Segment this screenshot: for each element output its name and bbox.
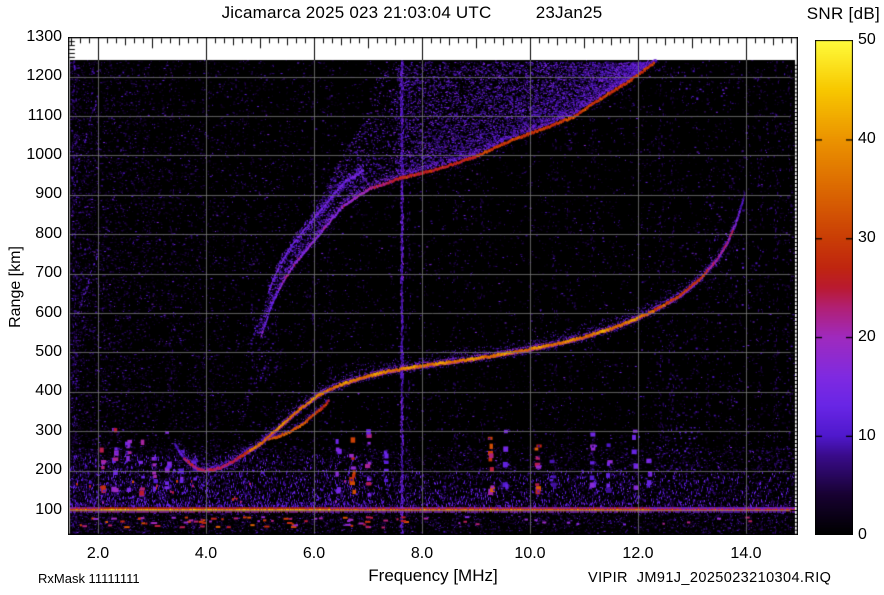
x-tick-label: 2.0	[86, 545, 110, 562]
y-tick-label: 700	[35, 264, 62, 282]
x-tick-label: 6.0	[302, 545, 326, 562]
x-tick-label: 14.0	[730, 545, 762, 562]
data-file-label: VIPIR JM91J_2025023210304.RIQ	[588, 570, 832, 586]
colorbar-tick-label: 10	[858, 427, 876, 444]
ionogram-canvas	[68, 37, 798, 535]
colorbar-title: SNR [dB]	[806, 4, 880, 23]
x-axis-title: Frequency [MHz]	[368, 566, 498, 585]
colorbar-canvas	[815, 40, 853, 535]
x-tick-label: 12.0	[622, 545, 654, 562]
colorbar-tick-label: 50	[858, 31, 876, 48]
y-tick-label: 1000	[26, 145, 62, 163]
plot-title: Jicamarca 2025 023 21:03:04 UTC 23Jan25	[221, 3, 603, 22]
y-tick-label: 300	[35, 421, 62, 439]
colorbar-tick-label: 0	[858, 526, 867, 543]
y-tick-label: 1200	[26, 67, 62, 85]
y-tick-label: 600	[35, 303, 62, 321]
y-tick-label: 800	[35, 224, 62, 242]
colorbar-tick-label: 30	[858, 229, 876, 246]
y-tick-label: 900	[35, 185, 62, 203]
y-tick-label: 500	[35, 342, 62, 360]
x-tick-label: 4.0	[194, 545, 218, 562]
y-tick-label: 200	[35, 461, 62, 479]
x-tick-label: 10.0	[514, 545, 546, 562]
rx-mask-label: RxMask 11111111	[38, 571, 140, 586]
x-tick-label: 8.0	[410, 545, 434, 562]
y-tick-label: 100	[35, 500, 62, 518]
colorbar-tick-label: 40	[858, 130, 876, 147]
y-tick-label: 1100	[27, 106, 62, 124]
y-tick-label: 1300	[26, 27, 62, 45]
colorbar-tick-label: 20	[858, 328, 876, 345]
y-tick-label: 400	[35, 382, 62, 400]
